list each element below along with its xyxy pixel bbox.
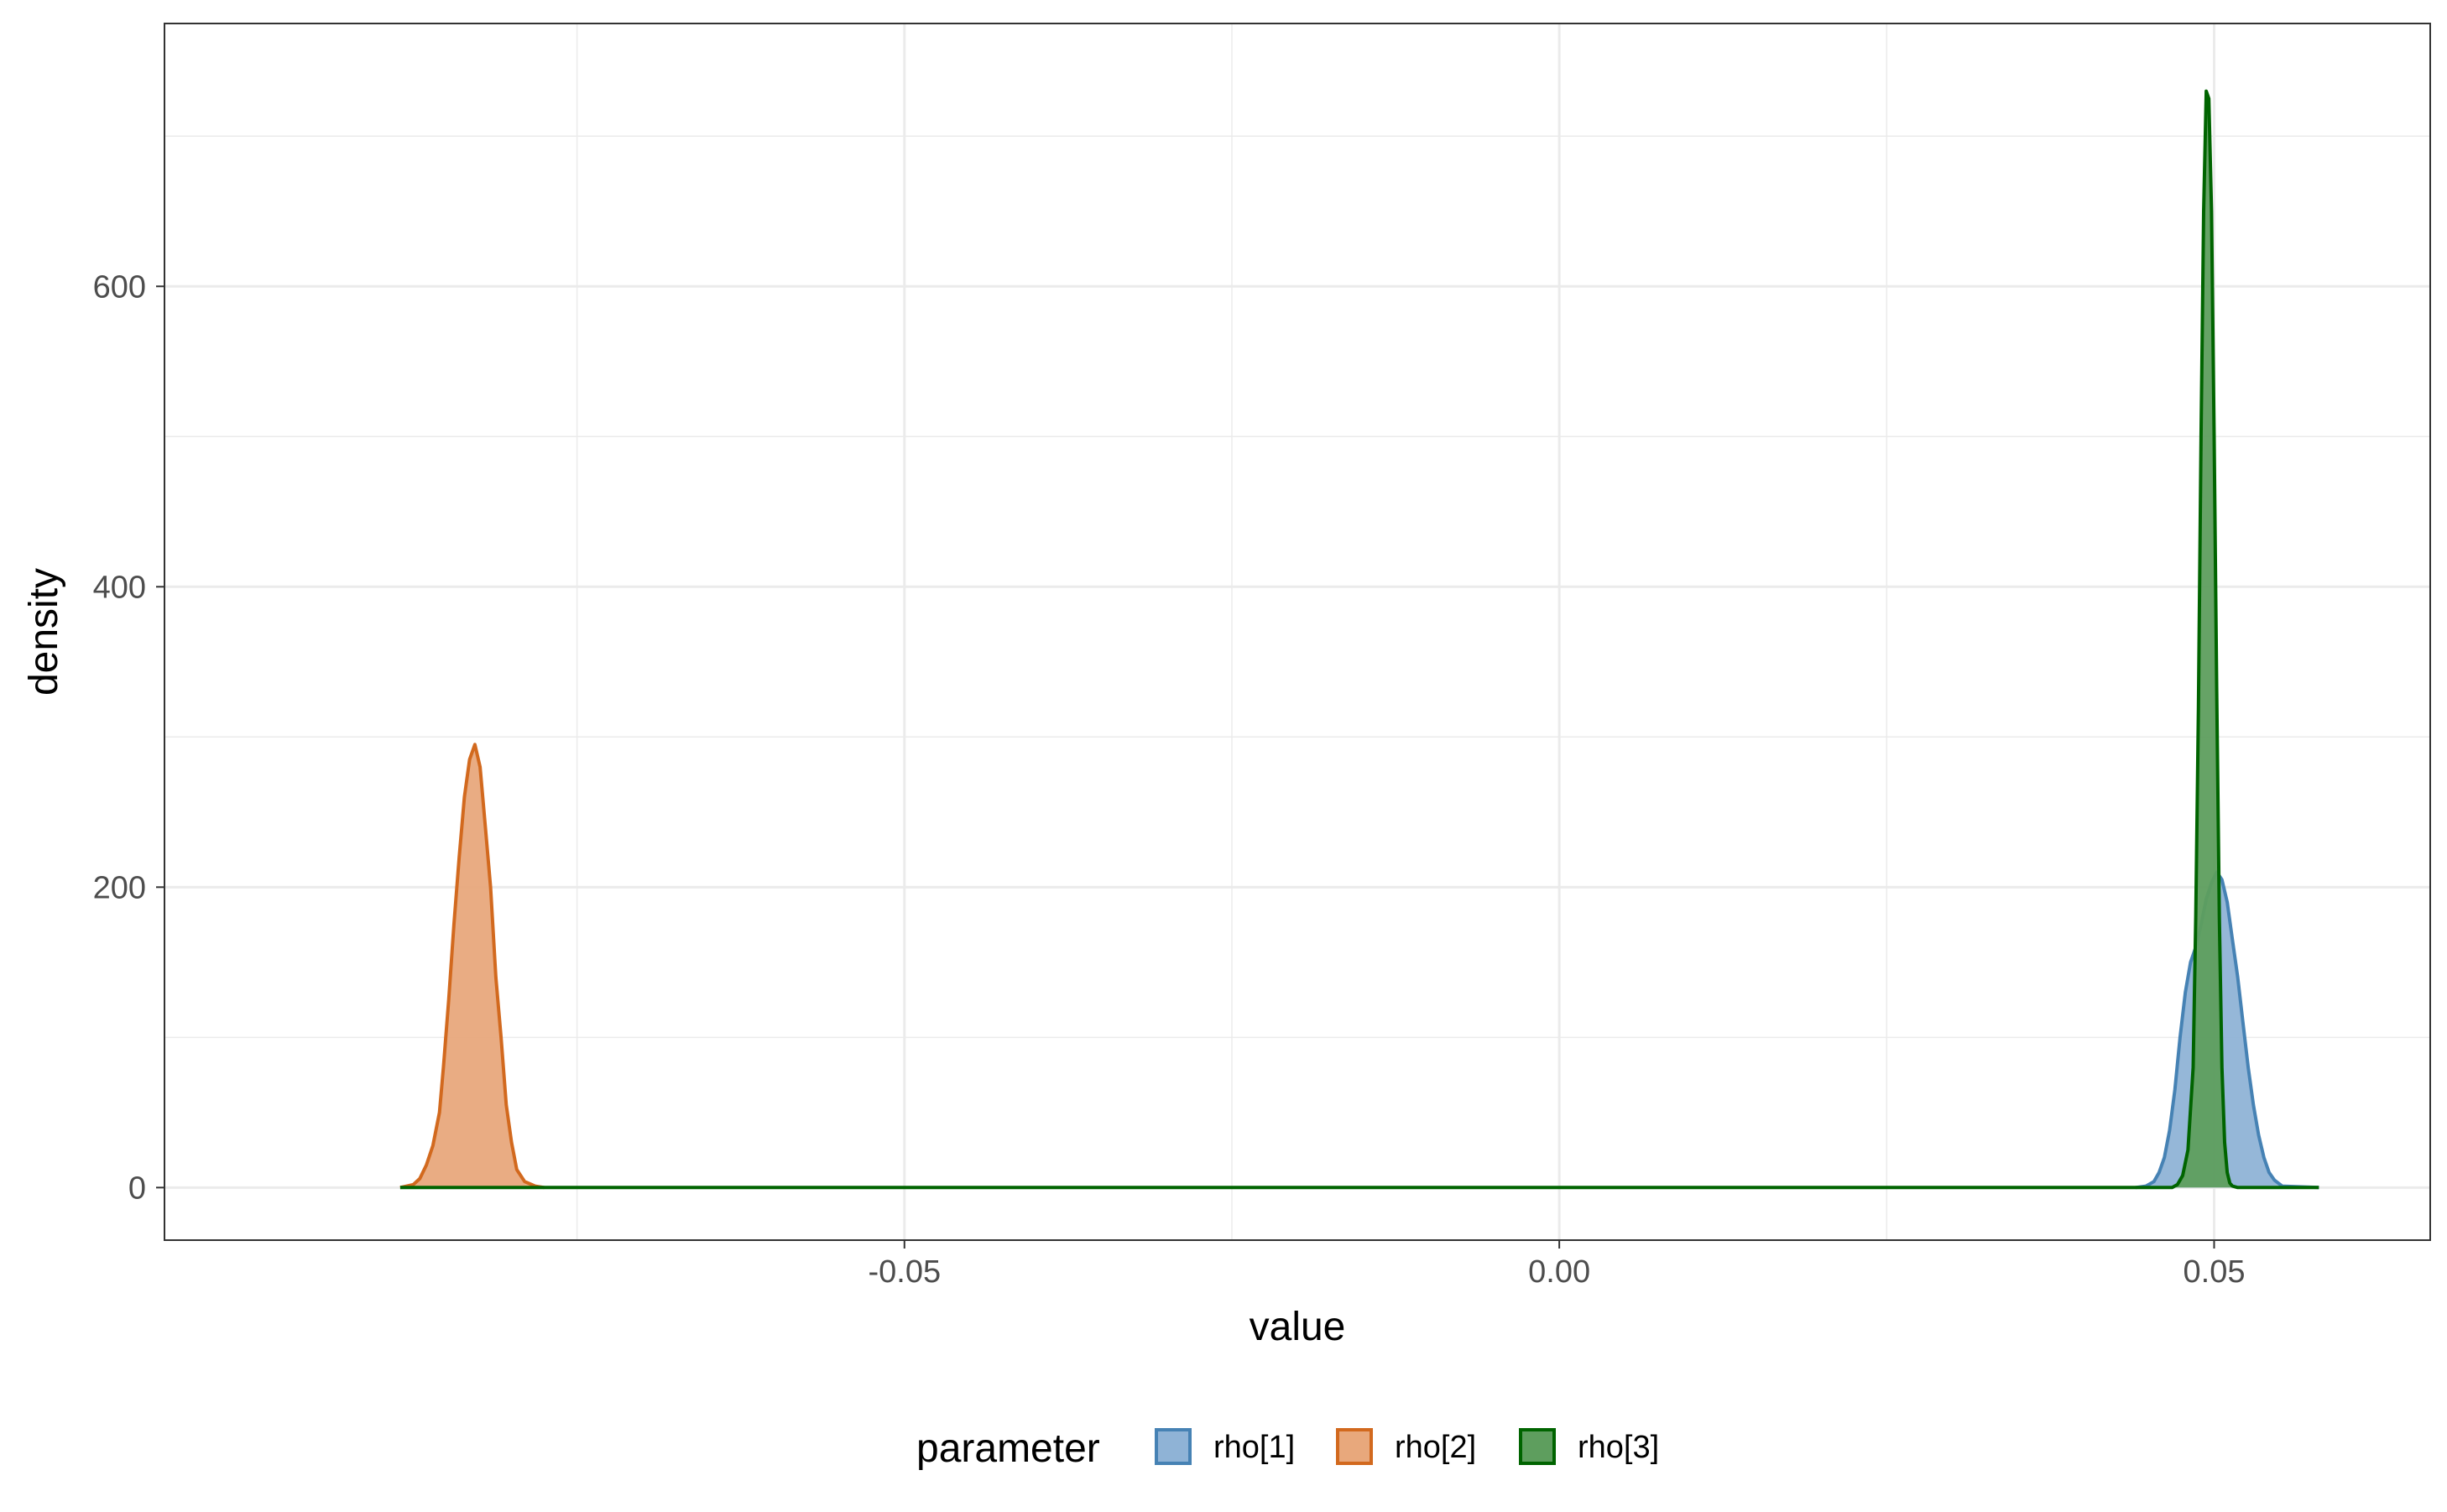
legend-label-2: rho[2]: [1395, 1430, 1476, 1465]
density-line-2: [399, 743, 545, 1190]
x-tick-label: 0.05: [2184, 1254, 2246, 1290]
legend-key-1: [1155, 1428, 1192, 1465]
y-tick-label: 600: [93, 269, 146, 305]
x-tick-label: 0.00: [1528, 1254, 1590, 1290]
x-axis-ticks: -0.05 0.00 0.05: [868, 1240, 2245, 1290]
legend-key-3: [1519, 1428, 1556, 1465]
y-tick-label: 200: [93, 870, 146, 905]
plot-background: [164, 23, 2430, 1240]
y-tick-label: 0: [128, 1170, 146, 1206]
plot-panel-border: [164, 23, 2431, 1241]
y-axis-title: density: [22, 568, 66, 696]
x-tick-label: -0.05: [868, 1254, 941, 1290]
density-area-2: [399, 744, 545, 1188]
legend-title: parameter: [916, 1426, 1100, 1471]
legend-label-1: rho[1]: [1213, 1430, 1295, 1465]
density-area-1: [2135, 872, 2319, 1188]
minor-gridlines: [164, 23, 2430, 1240]
legend-key-2: [1336, 1428, 1373, 1465]
density-line-3: [399, 89, 2319, 1190]
y-tick-label: 400: [93, 570, 146, 605]
legend-label-3: rho[3]: [1578, 1430, 1659, 1465]
x-axis-title: value: [1250, 1305, 1346, 1349]
y-axis-ticks: 0 200 400 600: [93, 269, 164, 1206]
legend: parameter rho[1] rho[2] rho[3]: [916, 1426, 1659, 1471]
density-series: [399, 89, 2319, 1190]
